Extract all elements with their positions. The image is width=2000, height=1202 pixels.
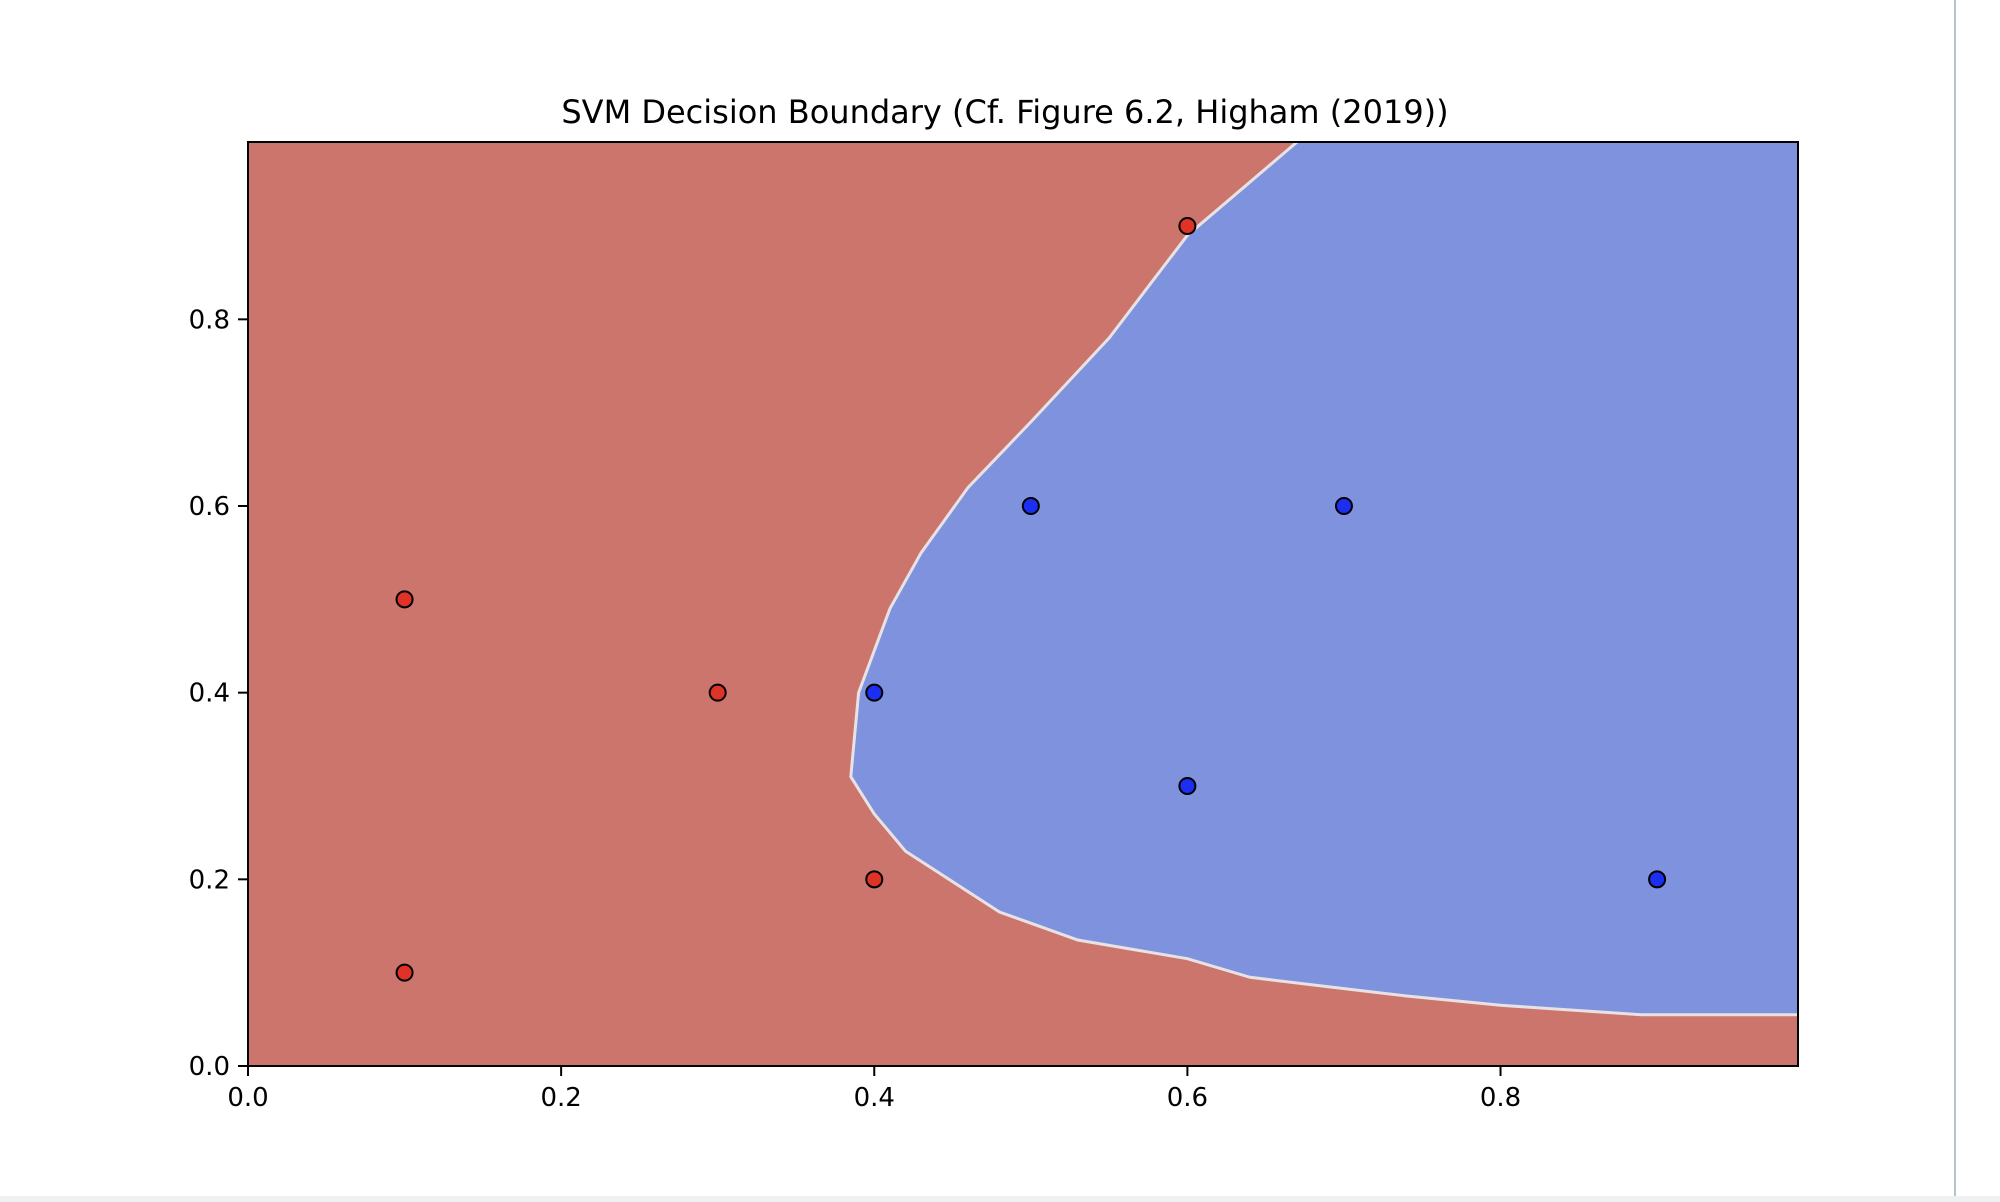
x-axis: 0.0 0.2 0.4 0.6 0.8 xyxy=(227,1066,1521,1113)
data-point-series-1-4 xyxy=(1648,870,1667,889)
y-tick-label: 0.8 xyxy=(189,305,230,335)
data-point-series-0-0 xyxy=(395,963,414,982)
x-tick-label: 0.2 xyxy=(540,1083,581,1113)
y-tick-label: 0.2 xyxy=(189,865,230,895)
decision-boundary-line xyxy=(849,140,1798,1017)
chart-title: SVM Decision Boundary (Cf. Figure 6.2, H… xyxy=(561,93,1448,131)
data-point-series-0-2 xyxy=(708,683,727,702)
window-bottom-edge xyxy=(0,1196,2000,1202)
data-point-series-1-1 xyxy=(1021,497,1040,515)
plot-area xyxy=(248,140,1798,1066)
y-tick-label: 0.4 xyxy=(189,679,230,709)
decision-region-blue xyxy=(850,142,1798,1015)
y-axis: 0.0 0.2 0.4 0.6 0.8 xyxy=(189,305,248,1082)
data-point-series-0-1 xyxy=(395,590,414,609)
data-points xyxy=(395,217,1667,982)
y-tick-label: 0.0 xyxy=(189,1052,230,1082)
window-edge xyxy=(1954,0,2000,1202)
data-point-series-1-0 xyxy=(865,683,884,702)
data-point-series-1-3 xyxy=(1334,497,1353,515)
axes-frame xyxy=(247,141,1799,1067)
data-point-series-1-2 xyxy=(1178,777,1197,795)
x-tick-label: 0.0 xyxy=(227,1083,268,1113)
x-tick-label: 0.4 xyxy=(854,1083,895,1113)
x-tick-label: 0.6 xyxy=(1167,1083,1208,1113)
x-tick-label: 0.8 xyxy=(1480,1083,1521,1113)
data-point-series-0-3 xyxy=(865,870,884,889)
data-point-series-0-4 xyxy=(1178,217,1197,235)
y-tick-label: 0.6 xyxy=(189,492,230,522)
